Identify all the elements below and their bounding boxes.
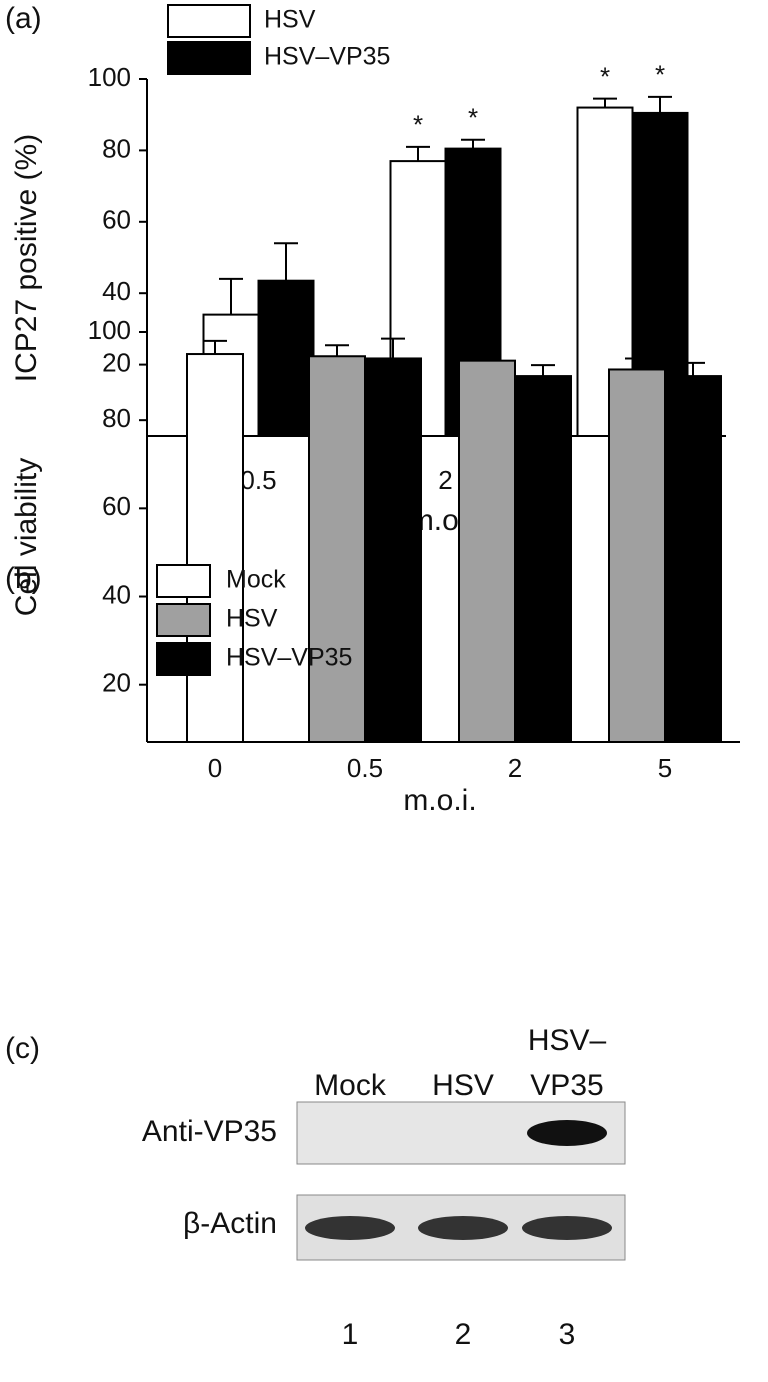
legend-swatch: [156, 564, 211, 598]
x-tick-label: 2: [438, 465, 452, 495]
x-axis-label: m.o.i.: [403, 784, 476, 817]
legend-label: HSV–VP35: [264, 43, 390, 71]
bar: [257, 279, 315, 437]
y-axis-label: Cell viability: [10, 458, 43, 616]
y-tick-label: 40: [102, 276, 131, 306]
legend-label: HSV: [226, 605, 278, 633]
lane-label: Mock: [314, 1069, 387, 1102]
legend-swatch: [156, 642, 211, 676]
band: [522, 1216, 612, 1240]
x-tick-label: 5: [658, 753, 672, 783]
bar: [308, 355, 366, 743]
lane-number: 3: [559, 1318, 576, 1351]
lane-label: HSV: [432, 1069, 494, 1102]
significance: *: [468, 103, 478, 133]
y-tick-label: 20: [102, 668, 131, 698]
lane-label: VP35: [530, 1069, 603, 1102]
y-tick-label: 60: [102, 205, 131, 235]
lane-number: 1: [342, 1318, 359, 1351]
row-label: β-Actin: [183, 1207, 277, 1240]
row-label: Anti-VP35: [142, 1115, 277, 1148]
bar: [664, 375, 722, 743]
significance: *: [413, 110, 423, 140]
band: [527, 1120, 607, 1146]
x-tick-label: 0.5: [240, 465, 276, 495]
legend-label: HSV–VP35: [226, 644, 352, 672]
legend-swatch: [167, 4, 251, 38]
significance: *: [600, 62, 610, 92]
bar: [514, 375, 572, 743]
legend-swatch: [156, 603, 211, 637]
bar: [186, 353, 244, 743]
y-tick-label: 40: [102, 579, 131, 609]
y-tick-label: 60: [102, 491, 131, 521]
legend-swatch: [167, 41, 251, 75]
band: [305, 1216, 395, 1240]
significance: *: [655, 60, 665, 90]
x-tick-label: 0: [208, 753, 222, 783]
x-tick-label: 0.5: [347, 753, 383, 783]
y-tick-label: 100: [88, 62, 131, 92]
y-tick-label: 20: [102, 347, 131, 377]
y-tick-label: 100: [88, 315, 131, 345]
band: [418, 1216, 508, 1240]
panel-label: (c): [5, 1032, 40, 1065]
lane-label: HSV–: [528, 1024, 607, 1057]
bar: [364, 357, 422, 743]
y-tick-label: 80: [102, 133, 131, 163]
bar: [458, 359, 516, 743]
bar: [608, 368, 666, 743]
legend-label: Mock: [226, 566, 286, 594]
legend-label: HSV: [264, 6, 316, 34]
lane-number: 2: [455, 1318, 472, 1351]
x-tick-label: 2: [508, 753, 522, 783]
panel-label: (a): [5, 2, 42, 35]
panel-label: (b): [5, 562, 42, 595]
y-axis-label: ICP27 positive (%): [10, 134, 43, 382]
y-tick-label: 80: [102, 403, 131, 433]
